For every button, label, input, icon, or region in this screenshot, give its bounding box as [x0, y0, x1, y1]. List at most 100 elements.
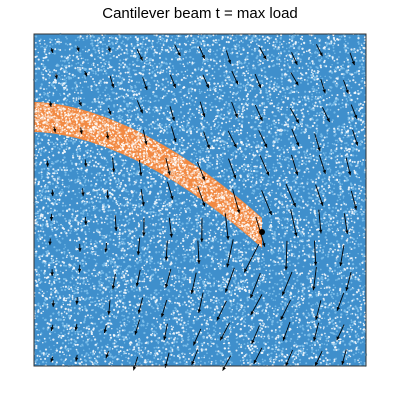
background-particle [298, 216, 301, 219]
background-particle [276, 147, 279, 150]
background-particle [214, 232, 217, 235]
background-particle [289, 296, 292, 299]
background-particle [147, 108, 150, 111]
background-particle [169, 358, 171, 360]
background-particle [162, 321, 166, 324]
background-particle [307, 338, 310, 341]
background-particle [217, 284, 220, 287]
background-particle [238, 47, 241, 49]
background-particle [94, 274, 97, 278]
background-particle [327, 306, 330, 309]
background-particle [331, 94, 333, 96]
background-particle [50, 291, 53, 294]
background-particle [75, 97, 78, 99]
background-particle [73, 338, 75, 341]
background-particle [89, 316, 92, 319]
background-particle [248, 354, 251, 357]
background-particle [231, 309, 234, 311]
background-particle [158, 52, 161, 55]
background-particle [43, 167, 46, 170]
background-particle [135, 179, 138, 182]
background-particle [217, 175, 219, 178]
background-particle [260, 141, 264, 144]
background-particle [98, 150, 101, 153]
background-particle [155, 318, 158, 320]
background-particle [335, 330, 339, 333]
background-particle [361, 253, 363, 255]
background-particle [279, 163, 282, 166]
background-particle [363, 186, 365, 189]
background-particle [46, 290, 48, 293]
background-particle [117, 257, 120, 260]
background-particle [356, 49, 359, 52]
background-particle [241, 120, 244, 123]
background-particle [181, 141, 184, 144]
background-particle [174, 41, 176, 43]
background-particle [134, 244, 137, 248]
background-particle [269, 76, 272, 79]
background-particle [55, 229, 57, 231]
background-particle [274, 343, 277, 347]
background-particle [297, 91, 300, 94]
background-particle [48, 99, 50, 102]
background-particle [133, 322, 136, 325]
background-particle [315, 82, 319, 86]
background-particle [179, 111, 183, 114]
background-particle [249, 169, 252, 171]
background-particle [350, 86, 353, 89]
background-particle [92, 151, 94, 154]
background-particle [123, 88, 126, 91]
background-particle [223, 168, 226, 171]
background-particle [340, 237, 343, 240]
background-particle [321, 178, 324, 181]
background-particle [52, 215, 54, 217]
background-particle [110, 296, 113, 300]
background-particle [45, 46, 48, 49]
background-particle [309, 281, 312, 284]
background-particle [100, 82, 102, 84]
background-particle [85, 271, 88, 274]
background-particle [197, 298, 200, 301]
background-particle [75, 248, 78, 251]
background-particle [219, 158, 221, 161]
background-particle [49, 38, 51, 41]
background-particle [99, 84, 102, 87]
background-particle [264, 38, 267, 40]
background-particle [226, 338, 230, 342]
background-particle [294, 343, 298, 346]
background-particle [347, 186, 351, 189]
background-particle [121, 77, 124, 80]
background-particle [333, 183, 336, 186]
background-particle [143, 65, 146, 67]
background-particle [81, 220, 83, 223]
background-particle [246, 281, 249, 284]
background-particle [221, 169, 224, 173]
background-particle [214, 128, 217, 130]
background-particle [122, 61, 124, 64]
background-particle [308, 100, 310, 103]
background-particle [329, 267, 331, 270]
background-particle [325, 232, 328, 235]
background-particle [353, 71, 356, 74]
background-particle [196, 77, 199, 80]
background-particle [55, 347, 58, 350]
background-particle [45, 242, 47, 245]
background-particle [181, 296, 184, 299]
background-particle [112, 200, 114, 202]
background-particle [192, 201, 195, 203]
background-particle [212, 93, 215, 96]
background-particle [257, 44, 260, 47]
background-particle [333, 111, 336, 114]
background-particle [38, 67, 41, 70]
background-particle [120, 324, 123, 327]
background-particle [154, 74, 157, 78]
background-particle [97, 74, 99, 76]
background-particle [88, 257, 90, 259]
background-particle [344, 297, 346, 299]
background-particle [314, 139, 317, 142]
background-particle [287, 180, 290, 183]
background-particle [108, 299, 110, 302]
background-particle [351, 287, 354, 289]
background-particle [122, 257, 125, 259]
background-particle [356, 135, 359, 138]
